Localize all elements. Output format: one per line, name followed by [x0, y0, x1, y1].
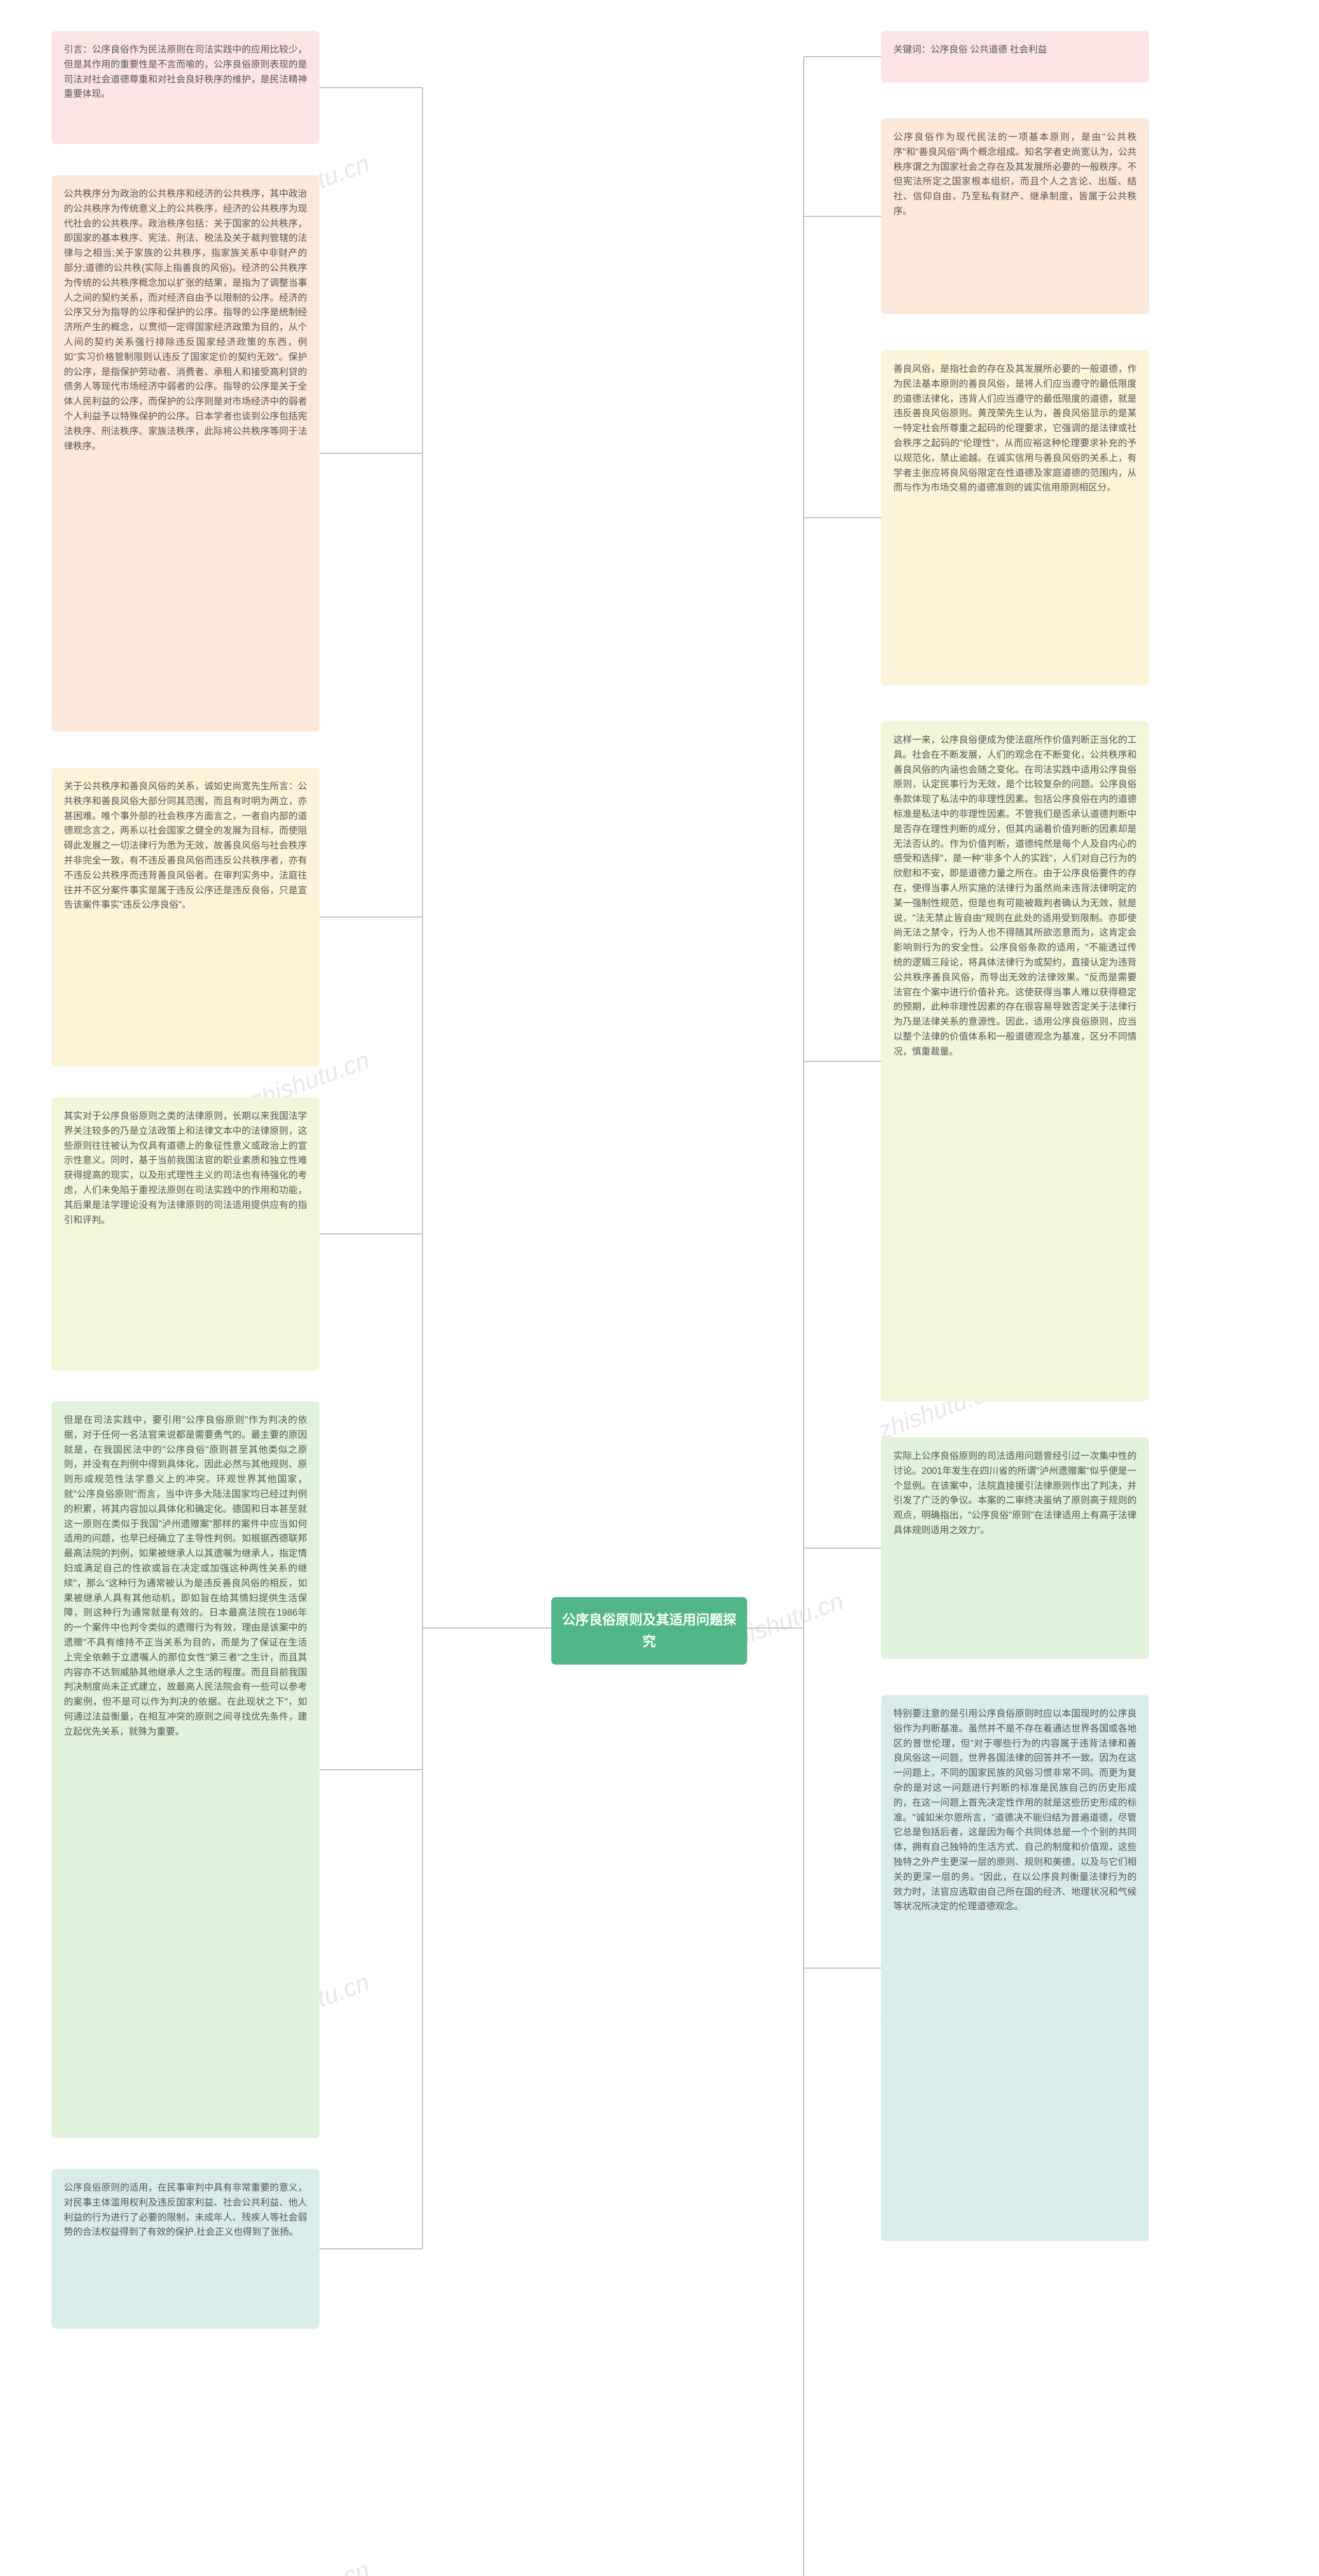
right-box-4: 实际上公序良俗原则的司法适用问题曾经引过一次集中性的讨论。2001年发生在四川省… — [881, 1437, 1149, 1659]
left-box-0: 引言：公序良俗作为民法原则在司法实践中的应用比较少，但是其作用的重要性是不言而喻… — [52, 31, 319, 144]
left-box-1: 公共秩序分为政治的公共秩序和经济的公共秩序，其中政治的公共秩序为传统意义上的公共… — [52, 175, 319, 732]
right-box-5: 特别要注意的是引用公序良俗原则时应以本国现时的公序良俗作为判断基准。虽然并不是不… — [881, 1695, 1149, 2241]
left-box-5: 公序良俗原则的适用，在民事审判中具有非常重要的意义，对民事主体滥用权利及违反国家… — [52, 2169, 319, 2329]
right-box-1: 公序良俗作为现代民法的一项基本原则，是由"公共秩序"和"善良风俗"两个概念组成。… — [881, 118, 1149, 314]
left-box-2: 关于公共秩序和善良风俗的关系，诚如史尚宽先生所言：公共秩序和善良风俗大部分同其范… — [52, 768, 319, 1066]
center-title: 公序良俗原则及其适用问题探究 — [562, 1612, 736, 1649]
right-box-2: 善良风俗，是指社会的存在及其发展所必要的一般道德，作为民法基本原则的善良风俗，是… — [881, 350, 1149, 685]
right-box-3: 这样一来，公序良俗便成为使法庭所作价值判断正当化的工具。社会在不断发展，人们的观… — [881, 721, 1149, 1401]
left-box-3: 其实对于公序良俗原则之类的法律原则，长期以来我国法学界关注较多的乃是立法政策上和… — [52, 1097, 319, 1370]
left-box-4: 但是在司法实践中，要引用"公序良俗原则"作为判决的依据，对于任何一名法官来说都是… — [52, 1401, 319, 2138]
right-box-0: 关键词：公序良俗 公共道德 社会利益 — [881, 31, 1149, 82]
center-topic: 公序良俗原则及其适用问题探究 — [551, 1597, 747, 1665]
watermark: zhishutu.cn — [244, 2551, 375, 2576]
